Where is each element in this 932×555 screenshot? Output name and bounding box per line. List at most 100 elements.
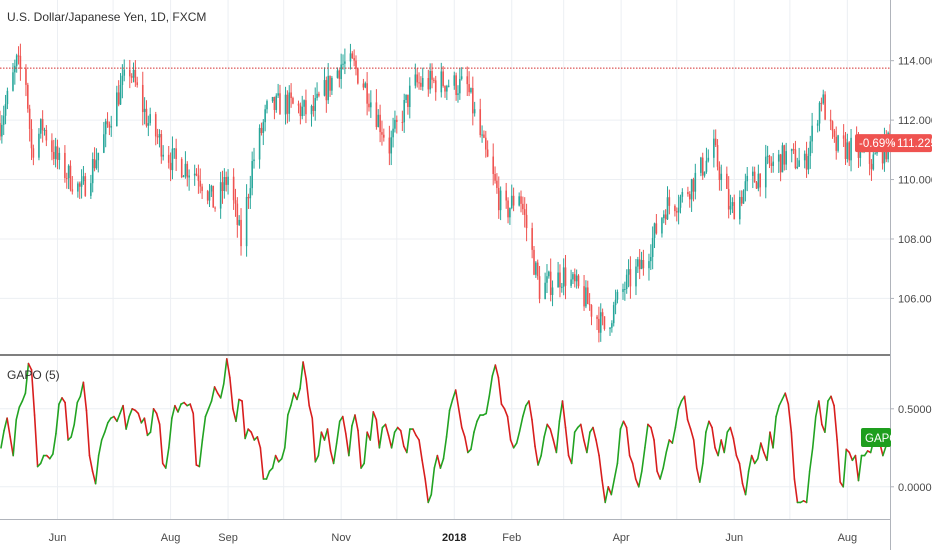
candle-body <box>703 171 706 176</box>
gapo-segment <box>125 415 130 430</box>
gapo-segment <box>637 470 643 488</box>
candle-body <box>401 121 404 123</box>
candle-body <box>440 71 443 93</box>
gapo-segment <box>15 406 21 421</box>
candle-body <box>727 188 730 210</box>
candle-body <box>82 176 85 182</box>
candle-body <box>661 218 663 234</box>
candle-body <box>616 291 619 300</box>
gapo-segment <box>24 362 30 395</box>
gapo-segment <box>750 454 756 465</box>
gapo-badge: GAPO <box>861 428 898 447</box>
candle-body <box>318 93 320 96</box>
gapo-segment <box>64 401 69 441</box>
candle-body <box>232 176 235 201</box>
candle-body <box>805 153 808 170</box>
gapo-segment <box>531 418 536 448</box>
gapo-segment <box>375 418 381 449</box>
candle-body <box>790 149 793 152</box>
gapo-segment <box>592 426 597 441</box>
grid-layer <box>0 0 890 519</box>
candle-body <box>733 202 736 220</box>
price-panel[interactable] <box>0 43 891 343</box>
candle-body <box>84 176 87 196</box>
gapo-segment <box>76 395 82 404</box>
candle-body <box>716 145 719 167</box>
candle-body <box>312 106 315 111</box>
gapo-segment <box>116 412 121 423</box>
candle-body <box>675 211 678 213</box>
gapo-segment <box>708 420 713 429</box>
candle-body <box>720 173 723 181</box>
candle-body <box>570 279 572 286</box>
gapo-segment <box>842 448 848 488</box>
candle-body <box>19 55 22 69</box>
candle-body <box>251 161 253 189</box>
gapo-segment <box>494 364 500 379</box>
gapo-segment <box>665 439 671 454</box>
gapo-segment <box>808 446 814 473</box>
candle-body <box>573 274 576 282</box>
candle-body <box>338 70 341 79</box>
candle-body <box>284 94 287 115</box>
gapo-segment <box>546 423 552 430</box>
gapo-segment <box>561 400 567 429</box>
candle-body <box>299 105 302 117</box>
candle-body <box>4 104 7 116</box>
gapo-segment <box>702 431 707 465</box>
gapo-segment <box>674 407 680 429</box>
candle-body <box>473 109 476 114</box>
price-tick-label: 106.000 <box>898 293 932 305</box>
candle-body <box>831 121 834 131</box>
candle-body <box>520 196 522 204</box>
candle-body <box>180 159 183 178</box>
candle-body <box>459 78 461 94</box>
candle-body <box>772 161 774 166</box>
gapo-segment <box>790 431 796 480</box>
candle-body <box>546 276 548 283</box>
candle-body <box>160 134 163 157</box>
indicator-tick-label: 0.0000 <box>898 482 932 494</box>
candle-body <box>375 102 378 127</box>
gapo-segment <box>732 437 738 457</box>
candle-body <box>729 205 732 210</box>
candle-body <box>103 134 105 153</box>
candle-body <box>262 122 265 134</box>
candle-body <box>731 202 734 206</box>
gapo-segment <box>604 485 610 504</box>
gapo-segment <box>143 417 149 437</box>
gapo-segment <box>558 400 564 423</box>
gapo-segment <box>457 407 463 429</box>
gapo-segment <box>399 429 405 448</box>
gapo-segment <box>351 414 356 427</box>
gapo-segment <box>317 431 323 457</box>
candle-body <box>803 153 806 161</box>
candle-body <box>247 196 250 199</box>
gapo-segment <box>3 417 8 432</box>
gapo-segment <box>436 454 442 469</box>
gapo-segment <box>52 432 57 455</box>
gapo-segment <box>61 397 66 404</box>
candle-body <box>184 163 187 177</box>
candle-body <box>625 274 628 290</box>
gapo-segment <box>473 420 478 434</box>
candle-body <box>505 190 507 201</box>
gapo-segment <box>454 389 460 410</box>
gapo-panel[interactable] <box>0 358 890 504</box>
candle-body <box>742 190 745 204</box>
gapo-segment <box>695 467 701 483</box>
candle-body <box>718 166 721 181</box>
gapo-segment <box>271 454 277 469</box>
candle-body <box>648 261 650 269</box>
last-price-badge: -0.69% - 111.225 <box>855 134 932 153</box>
gapo-segment <box>418 439 423 462</box>
gapo-segment <box>564 426 570 457</box>
candle-body <box>446 86 448 92</box>
candle-body <box>472 88 474 114</box>
gapo-segment <box>149 407 155 434</box>
gapo-segment <box>778 398 783 407</box>
gapo-segment <box>412 428 417 437</box>
gapo-segment <box>854 454 860 482</box>
